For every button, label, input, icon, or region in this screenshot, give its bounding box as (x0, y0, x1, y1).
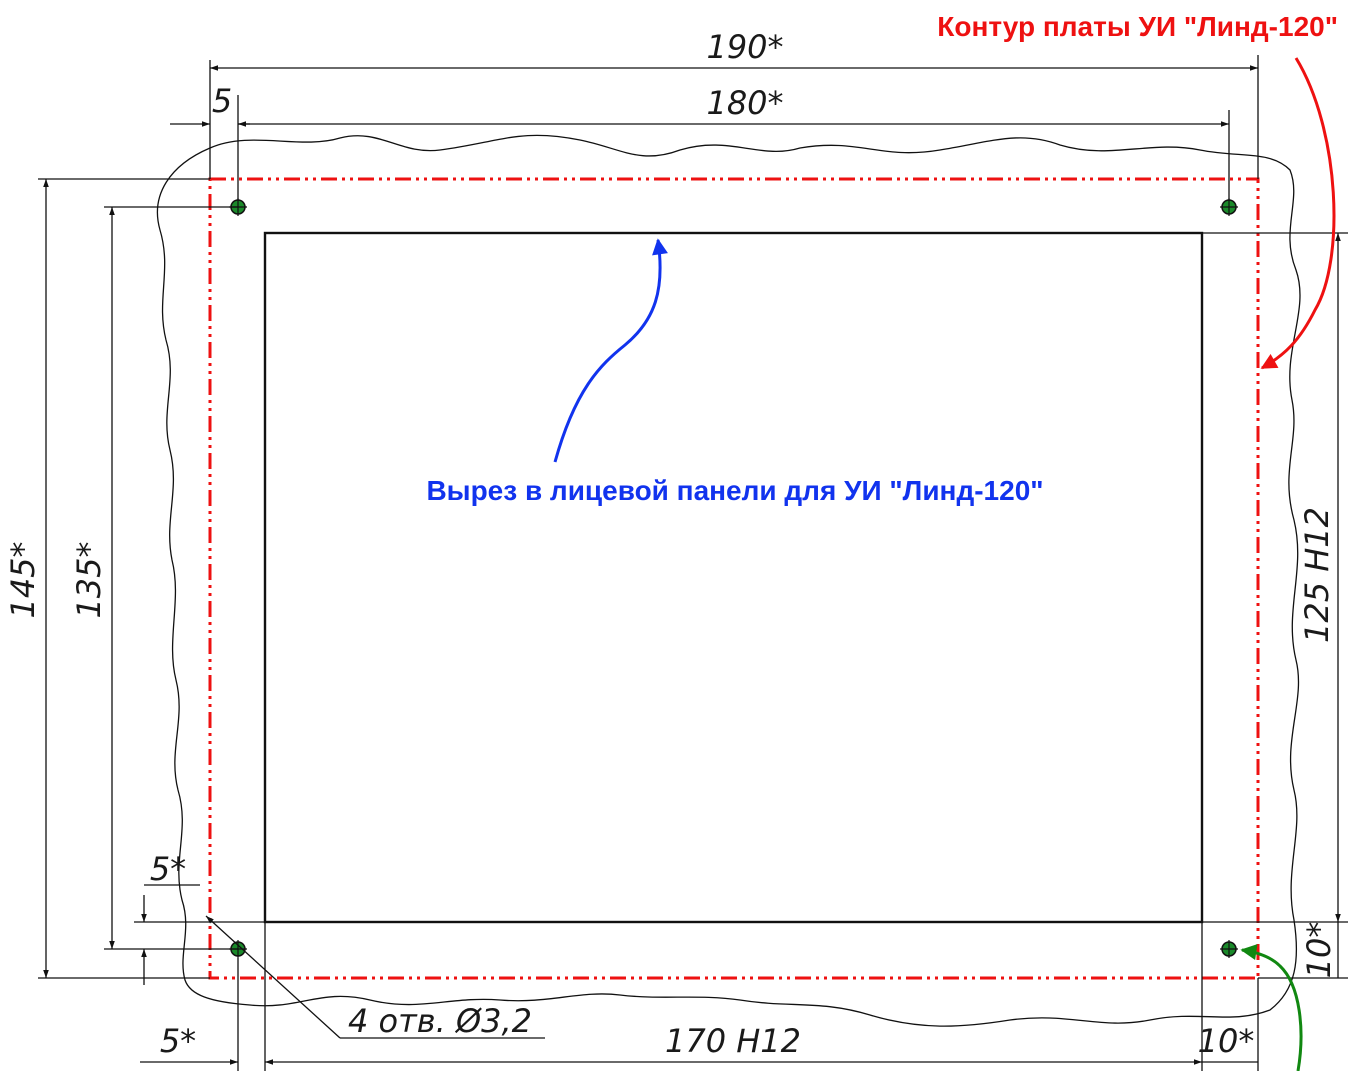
cutout-note: Вырез в лицевой панели для УИ "Линд-120" (426, 475, 1043, 506)
dimension-135: 135* (70, 206, 238, 950)
dimension-5-top: 5 (170, 82, 250, 127)
mounting-holes (229, 198, 1238, 958)
dimension-125-label: 125 H12 (1298, 507, 1336, 643)
hole-top-right (1220, 198, 1238, 216)
dimension-170: 170 H12 (237, 922, 1203, 1071)
cutout-callout: Вырез в лицевой панели для УИ "Линд-120" (426, 238, 1044, 506)
dimension-125: 125 H12 (1202, 232, 1348, 923)
dimension-190-label: 190* (706, 28, 783, 66)
dimension-10-right-label: 10* (1300, 922, 1338, 979)
panel-break-outline (156, 134, 1301, 1027)
dimension-145: 145* (4, 178, 210, 979)
dimension-5-left-label: 5* (150, 850, 186, 888)
holes-note: 4 отв. Ø3,2 (348, 1002, 532, 1040)
dimension-5-top-label: 5 (212, 82, 232, 120)
dimension-170-label: 170 H12 (665, 1022, 801, 1060)
hole-bottom-right (1220, 940, 1238, 958)
dimension-145-label: 145* (4, 541, 42, 618)
pcb-outline-note: Контур платы УИ "Линд-120" (937, 11, 1338, 42)
pcb-outline (208, 177, 1260, 980)
dimension-180: 180* (237, 84, 1230, 200)
hole-callout (1240, 944, 1303, 1071)
dimension-5-bottom-label: 5* (160, 1022, 196, 1060)
dimension-5-left: 5* (134, 850, 265, 985)
dimension-10-right: 10* (1258, 922, 1348, 979)
holes-leader: 4 отв. Ø3,2 (205, 915, 545, 1040)
dimension-180-label: 180* (706, 84, 783, 122)
dimension-10-bottom: 10* (1198, 978, 1259, 1071)
pcb-outline-callout: Контур платы УИ "Линд-120" (937, 11, 1338, 370)
dimension-10-bottom-label: 10* (1198, 1022, 1255, 1060)
dimension-135-label: 135* (70, 541, 108, 618)
dimension-5-bottom: 5* (140, 1022, 238, 1065)
dimension-190: 190* (209, 28, 1259, 179)
panel-cutout (263, 231, 1204, 924)
